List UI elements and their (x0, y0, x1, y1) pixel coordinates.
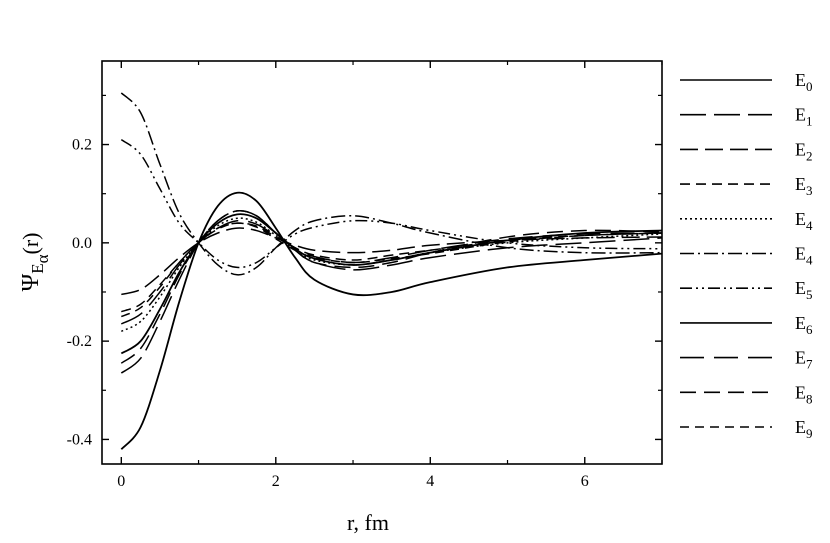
svg-text:ΨEα(r): ΨEα(r) (18, 232, 52, 291)
y-axis-label-sub: E (28, 263, 47, 273)
y-axis-label-arg: (r) (18, 232, 43, 254)
axis-ticks: 0 2 4 6 -0.4 -0.2 0.0 0.2 (67, 61, 663, 490)
series-line-4 (120, 217, 663, 332)
legend-label-8: E7 (795, 348, 813, 372)
y-tick-label: -0.4 (67, 431, 92, 448)
series-line-3 (121, 222, 663, 313)
legend-label-7: E6 (795, 313, 813, 337)
legend-label-0: E0 (795, 70, 813, 94)
legend-label-9: E8 (795, 382, 813, 406)
legend-label-4: E4 (795, 209, 813, 233)
y-tick-label: 0.2 (72, 137, 92, 154)
series-line-0 (120, 191, 663, 450)
series-line-8 (120, 219, 663, 325)
legend-label-3: E3 (795, 174, 813, 198)
legend-label-5: E4 (795, 244, 813, 268)
plot-frame (101, 60, 663, 465)
y-axis-label-psi: Ψ (18, 274, 44, 292)
x-tick-label: 2 (272, 473, 280, 490)
legend-label-10: E9 (795, 417, 813, 441)
y-tick-label: -0.2 (67, 333, 92, 350)
legend-label-2: E2 (795, 139, 813, 163)
x-tick-label: 6 (581, 473, 589, 490)
y-axis-label: ΨEα(r) (18, 232, 52, 291)
x-axis-label: r, fm (347, 510, 389, 535)
legend: E0 E1 E2 E3 E4 E4 E5 E6 E7 E8 E9 (680, 70, 813, 441)
x-tick-label: 4 (426, 473, 434, 490)
legend-label-1: E1 (795, 105, 813, 129)
series-lines (120, 92, 663, 450)
y-tick-label: 0.0 (72, 235, 92, 252)
series-line-10 (120, 222, 663, 318)
x-tick-label: 0 (117, 473, 125, 490)
y-axis-label-subsub: α (33, 254, 52, 263)
legend-label-6: E5 (795, 278, 813, 302)
series-line-5 (120, 92, 663, 276)
series-line-6 (120, 139, 663, 269)
series-line-9 (120, 209, 663, 364)
